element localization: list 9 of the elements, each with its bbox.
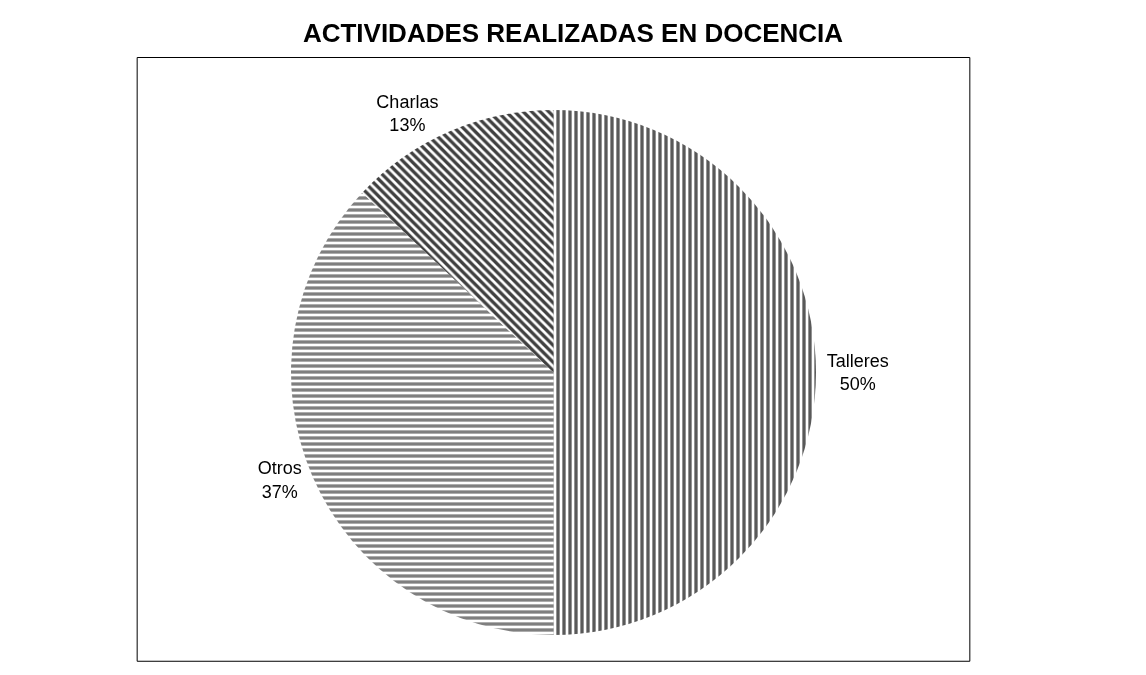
chart-title: ACTIVIDADES REALIZADAS EN DOCENCIA <box>302 17 844 48</box>
slice-label: Charlas <box>376 91 439 112</box>
data-label: 37% <box>261 481 298 502</box>
data-label: 50% <box>839 374 876 395</box>
pie-slice <box>553 110 816 635</box>
pie-slice <box>362 110 554 373</box>
slice-label: Otros <box>257 458 302 479</box>
slice-label: Talleres <box>826 350 889 371</box>
data-label: 13% <box>389 115 426 136</box>
